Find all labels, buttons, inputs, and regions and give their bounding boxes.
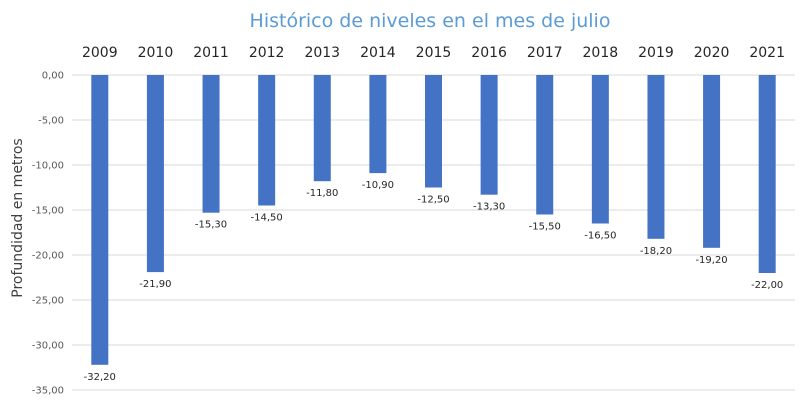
y-tick-label: -35,00 bbox=[32, 386, 64, 397]
bar bbox=[536, 75, 554, 215]
data-label: -11,80 bbox=[306, 188, 338, 199]
data-label: -18,20 bbox=[640, 246, 672, 257]
y-axis-ticks: 0,00 -5,00 -10,00 -15,00 -20,00 -25,00 -30,00 -… bbox=[32, 71, 64, 397]
y-tick-label: -30,00 bbox=[32, 341, 64, 352]
y-tick-label: -5,00 bbox=[38, 116, 64, 127]
category-label: 2017 bbox=[527, 45, 563, 61]
y-tick-label: 0,00 bbox=[42, 71, 64, 82]
data-label: -12,50 bbox=[417, 195, 449, 206]
category-label: 2019 bbox=[638, 45, 674, 61]
bar bbox=[202, 75, 220, 213]
y-axis-label: Profundidad en metros bbox=[10, 138, 26, 297]
y-tick-label: -10,00 bbox=[32, 161, 64, 172]
data-label: -21,90 bbox=[139, 279, 171, 290]
category-labels: 2009 2010 2011 2012 2013 2014 2015 2016 2017 2018… bbox=[82, 45, 785, 61]
category-label: 2016 bbox=[471, 45, 507, 61]
data-label: -10,90 bbox=[362, 180, 394, 191]
bar bbox=[591, 75, 609, 224]
data-label: -32,20 bbox=[84, 372, 116, 383]
category-label: 2021 bbox=[749, 45, 785, 61]
y-tick-label: -25,00 bbox=[32, 296, 64, 307]
category-label: 2011 bbox=[193, 45, 229, 61]
category-label: 2014 bbox=[360, 45, 396, 61]
bars bbox=[91, 75, 776, 365]
bar bbox=[369, 75, 387, 174]
category-label: 2015 bbox=[416, 45, 452, 61]
y-tick-label: -20,00 bbox=[32, 251, 64, 262]
category-label: 2013 bbox=[304, 45, 340, 61]
bar bbox=[647, 75, 665, 239]
category-label: 2009 bbox=[82, 45, 118, 61]
data-label: -22,00 bbox=[751, 280, 783, 291]
bar bbox=[313, 75, 331, 182]
bar bbox=[480, 75, 498, 195]
bar bbox=[91, 75, 109, 365]
bar bbox=[258, 75, 276, 206]
data-label: -15,50 bbox=[529, 222, 561, 233]
category-label: 2020 bbox=[694, 45, 730, 61]
y-tick-label: -15,00 bbox=[32, 206, 64, 217]
data-label: -16,50 bbox=[584, 231, 616, 242]
category-label: 2012 bbox=[249, 45, 285, 61]
data-label: -15,30 bbox=[195, 220, 227, 231]
data-label: -19,20 bbox=[695, 255, 727, 266]
bar bbox=[146, 75, 164, 273]
data-label: -14,50 bbox=[251, 213, 283, 224]
category-label: 2010 bbox=[138, 45, 174, 61]
bar bbox=[703, 75, 721, 248]
data-labels: -32,20 -21,90 -15,30 -14,50 -11,80 -10,90 -12,… bbox=[84, 180, 784, 383]
bar bbox=[425, 75, 442, 188]
bar bbox=[758, 75, 776, 273]
category-label: 2018 bbox=[583, 45, 619, 61]
data-label: -13,30 bbox=[473, 202, 505, 213]
chart-title: Histórico de niveles en el mes de julio bbox=[250, 10, 611, 32]
